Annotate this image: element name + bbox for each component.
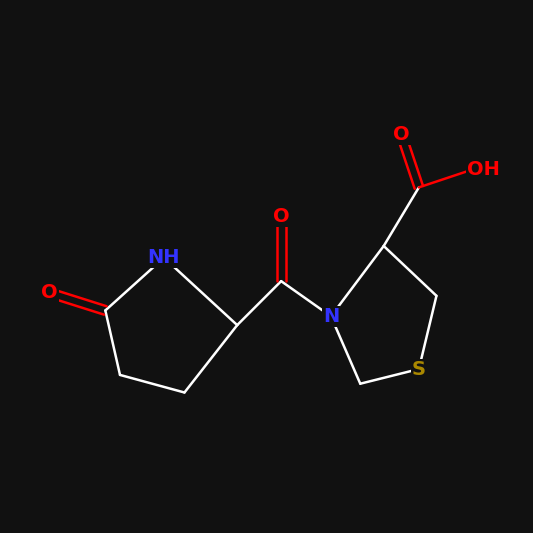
Text: S: S [412, 360, 426, 378]
Text: N: N [323, 307, 339, 326]
Text: NH: NH [148, 248, 180, 267]
Text: O: O [393, 125, 409, 144]
Text: O: O [42, 284, 58, 302]
Text: O: O [273, 207, 289, 226]
Text: OH: OH [467, 160, 500, 179]
